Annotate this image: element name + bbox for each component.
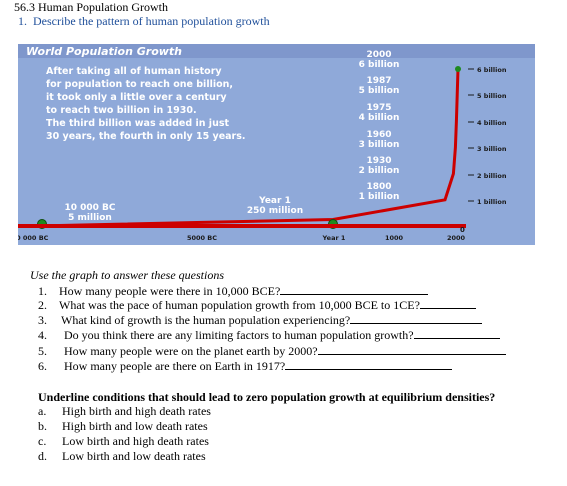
description-line: The third billion was added in just xyxy=(46,118,229,129)
annotation-year: Year 1 xyxy=(258,196,291,206)
option-text: Low birth and low death rates xyxy=(62,449,206,463)
data-point xyxy=(455,66,461,72)
option-text: Low birth and high death rates xyxy=(62,434,209,448)
chart-background xyxy=(18,44,535,245)
x-tick-labels: 10 000 BC 5000 BC Year 1 1000 2000 xyxy=(18,234,466,242)
question-number: 4. xyxy=(38,328,47,342)
y-tick-label: 6 billion xyxy=(477,66,507,74)
question-text: Describe the pattern of human population… xyxy=(33,14,270,28)
answer-blank[interactable] xyxy=(317,344,506,355)
answer-blank[interactable] xyxy=(280,284,429,295)
question-number: 1. xyxy=(18,14,27,28)
population-chart: World Population Growth After taking all… xyxy=(18,44,535,245)
answer-blank[interactable] xyxy=(350,313,483,324)
question-text: What was the pace of human population gr… xyxy=(59,298,420,312)
question-describe-pattern: 1. Describe the pattern of human populati… xyxy=(18,14,270,28)
option-item[interactable]: c. Low birth and high death rates xyxy=(38,435,209,447)
description-line: for population to reach one billion, xyxy=(46,79,233,90)
annotation-year: 10 000 BC xyxy=(64,203,115,213)
underline-heading: Underline conditions that should lead to… xyxy=(38,390,496,404)
x-tick-label: 2000 xyxy=(447,234,466,242)
question-text: How many people were there in 10,000 BCE… xyxy=(59,284,281,298)
annotation-population: 1 billion xyxy=(359,192,400,202)
annotation-year: 1987 xyxy=(366,76,391,86)
population-chart-svg: World Population Growth After taking all… xyxy=(18,44,535,245)
option-item[interactable]: a. High birth and high death rates xyxy=(38,405,211,417)
annotation-population: 4 billion xyxy=(359,113,400,123)
answer-blank[interactable] xyxy=(413,328,500,339)
option-letter: c. xyxy=(38,434,47,448)
population-line xyxy=(18,68,460,228)
chart-description: After taking all of human history for pop… xyxy=(46,66,246,142)
question-item: 1. How many people were there in 10,000 B… xyxy=(38,284,429,298)
description-line: to reach two billion in 1930. xyxy=(46,105,197,116)
question-item: 5. How many people were on the planet ear… xyxy=(38,344,506,357)
option-item[interactable]: b. High birth and low death rates xyxy=(38,420,208,432)
document-title: 56.3 Human Population Growth xyxy=(14,0,168,14)
question-number: 2. xyxy=(38,298,47,312)
question-item: 3. What kind of growth is the human popul… xyxy=(38,313,483,327)
x-tick-label: 5000 BC xyxy=(187,234,217,242)
option-letter: d. xyxy=(38,449,47,463)
question-item: 6. How many people are there on Earth in … xyxy=(38,359,453,373)
x-tick-label: Year 1 xyxy=(322,234,346,242)
x-tick-label: 1000 xyxy=(385,234,404,242)
annotation-population: 250 million xyxy=(247,206,303,216)
description-line: 30 years, the fourth in only 15 years. xyxy=(46,131,246,142)
question-item: 4. Do you think there are any limiting fa… xyxy=(38,328,500,341)
question-number: 1. xyxy=(38,284,47,298)
question-number: 6. xyxy=(38,359,47,373)
question-item: 2. What was the pace of human population … xyxy=(38,298,476,311)
description-line: it took only a little over a century xyxy=(46,92,227,103)
annotation-population: 6 billion xyxy=(359,60,400,70)
option-text: High birth and low death rates xyxy=(62,419,208,433)
question-text: Do you think there are any limiting fact… xyxy=(64,328,414,342)
annotation-population: 5 billion xyxy=(359,86,400,96)
question-text: How many people are there on Earth in 19… xyxy=(64,359,286,373)
question-number: 3. xyxy=(38,313,47,327)
annotation-year: 1800 xyxy=(366,182,391,192)
x-tick-label: 10 000 BC xyxy=(18,234,49,242)
y-tick-label: 1 billion xyxy=(477,198,507,206)
annotation-population: 2 billion xyxy=(359,166,400,176)
description-line: After taking all of human history xyxy=(46,66,222,77)
questions-intro: Use the graph to answer these questions xyxy=(30,268,224,282)
annotation-year: 1930 xyxy=(366,156,391,166)
question-text: What kind of growth is the human populat… xyxy=(61,313,351,327)
chart-title: World Population Growth xyxy=(26,45,182,58)
option-text: High birth and high death rates xyxy=(62,404,211,418)
annotation-year: 2000 xyxy=(366,50,391,60)
answer-blank[interactable] xyxy=(419,298,476,309)
annotation-population: 5 million xyxy=(68,213,112,223)
annotation-year: 1975 xyxy=(366,103,391,113)
answer-blank[interactable] xyxy=(285,359,453,370)
option-letter: a. xyxy=(38,404,47,418)
y-tick-label: 3 billion xyxy=(477,145,507,153)
y-tick-label: 2 billion xyxy=(477,172,507,180)
y-tick-labels: 6 billion 5 billion 4 billion 3 billion 2 bi… xyxy=(468,66,507,206)
question-number: 5. xyxy=(38,344,47,358)
y-tick-label: 5 billion xyxy=(477,92,507,100)
chart-title-bar xyxy=(18,44,535,58)
option-letter: b. xyxy=(38,419,47,433)
y-tick-label: 4 billion xyxy=(477,119,507,127)
question-text: How many people were on the planet earth… xyxy=(64,344,318,358)
annotation-year: 1960 xyxy=(366,130,391,140)
annotation-population: 3 billion xyxy=(359,140,400,150)
y-tick-zero: 0 xyxy=(460,226,465,234)
option-item[interactable]: d. Low birth and low death rates xyxy=(38,450,206,462)
